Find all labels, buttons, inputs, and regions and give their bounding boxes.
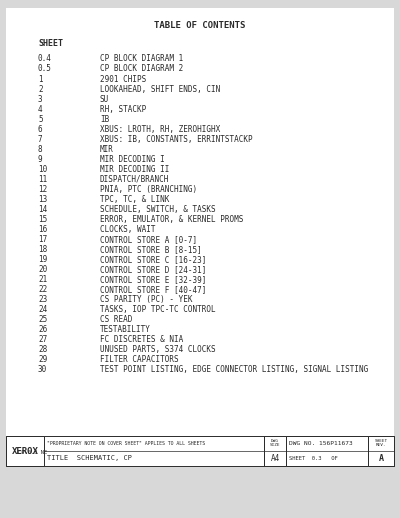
Text: ERROR, EMULATOR, & KERNEL PROMS: ERROR, EMULATOR, & KERNEL PROMS (100, 215, 243, 224)
Text: 30: 30 (38, 365, 47, 374)
Text: MIR: MIR (100, 145, 114, 154)
Text: MIR DECODING II: MIR DECODING II (100, 165, 169, 174)
Text: 27: 27 (38, 335, 47, 344)
Text: 6: 6 (38, 125, 43, 134)
Text: 25: 25 (38, 315, 47, 324)
Text: CONTROL STORE A [0-7]: CONTROL STORE A [0-7] (100, 235, 197, 244)
Text: CONTROL STORE B [8-15]: CONTROL STORE B [8-15] (100, 245, 202, 254)
Text: CP BLOCK DIAGRAM 2: CP BLOCK DIAGRAM 2 (100, 64, 183, 73)
Text: SU: SU (100, 95, 109, 104)
Text: 11: 11 (38, 175, 47, 184)
Text: 15: 15 (38, 215, 47, 224)
Text: 8: 8 (38, 145, 43, 154)
Text: SCHEDULE, SWITCH, & TASKS: SCHEDULE, SWITCH, & TASKS (100, 205, 216, 214)
Bar (368, 436, 394, 466)
Text: CP BLOCK DIAGRAM 1: CP BLOCK DIAGRAM 1 (100, 54, 183, 63)
Text: CLOCKS, WAIT: CLOCKS, WAIT (100, 225, 156, 234)
Text: 3: 3 (38, 95, 43, 104)
Text: CONTROL STORE D [24-31]: CONTROL STORE D [24-31] (100, 265, 206, 274)
Text: 10: 10 (38, 165, 47, 174)
Text: 26: 26 (38, 325, 47, 334)
Text: XEROX: XEROX (12, 447, 38, 455)
Text: TABLE OF CONTENTS: TABLE OF CONTENTS (154, 21, 246, 30)
Text: 17: 17 (38, 235, 47, 244)
Text: 4: 4 (38, 105, 43, 114)
Text: 12: 12 (38, 185, 47, 194)
Text: 21: 21 (38, 275, 47, 284)
Text: DWG NO. 156P11673: DWG NO. 156P11673 (289, 441, 353, 445)
Text: TEST POINT LISTING, EDGE CONNECTOR LISTING, SIGNAL LISTING: TEST POINT LISTING, EDGE CONNECTOR LISTI… (100, 365, 368, 374)
Text: 1: 1 (38, 75, 43, 84)
Text: 5: 5 (38, 115, 43, 124)
Text: 24: 24 (38, 305, 47, 314)
Text: CS READ: CS READ (100, 315, 132, 324)
Text: TESTABILITY: TESTABILITY (100, 325, 151, 334)
Text: XBUS: LROTH, RH, ZEROHIGHX: XBUS: LROTH, RH, ZEROHIGHX (100, 125, 220, 134)
Text: 13: 13 (38, 195, 47, 204)
Text: 14: 14 (38, 205, 47, 214)
Text: PNIA, PTC (BRANCHING): PNIA, PTC (BRANCHING) (100, 185, 197, 194)
Text: SHEET: SHEET (38, 39, 63, 48)
Text: 22: 22 (38, 285, 47, 294)
Text: SHEET
REV.: SHEET REV. (374, 439, 388, 448)
Text: 18: 18 (38, 245, 47, 254)
Text: TASKS, IOP TPC-TC CONTROL: TASKS, IOP TPC-TC CONTROL (100, 305, 216, 314)
Bar (6, 436, 44, 466)
Text: TPC, TC, & LINK: TPC, TC, & LINK (100, 195, 169, 204)
Text: SHEET  0.3   OF: SHEET 0.3 OF (289, 456, 338, 461)
Text: UNUSED PARTS, S374 CLOCKS: UNUSED PARTS, S374 CLOCKS (100, 345, 216, 354)
Text: RH, STACKP: RH, STACKP (100, 105, 146, 114)
Text: XBUS: IB, CONSTANTS, ERRINTSTACKP: XBUS: IB, CONSTANTS, ERRINTSTACKP (100, 135, 253, 144)
Text: 23: 23 (38, 295, 47, 304)
Text: 0.5: 0.5 (38, 64, 52, 73)
Text: CONTROL STORE E [32-39]: CONTROL STORE E [32-39] (100, 275, 206, 284)
Text: A: A (378, 454, 384, 463)
Text: DISPATCH/BRANCH: DISPATCH/BRANCH (100, 175, 169, 184)
Text: MIR DECODING I: MIR DECODING I (100, 155, 165, 164)
Text: 16: 16 (38, 225, 47, 234)
Text: DWG
SIZE: DWG SIZE (270, 439, 280, 448)
Text: 9: 9 (38, 155, 43, 164)
Text: CP-0.3 NE: CP-0.3 NE (18, 450, 47, 455)
Text: CONTROL STORE C [16-23]: CONTROL STORE C [16-23] (100, 255, 206, 264)
Text: CS PARITY (PC) - YEK: CS PARITY (PC) - YEK (100, 295, 192, 304)
Text: 29: 29 (38, 355, 47, 364)
Text: IB: IB (100, 115, 109, 124)
Text: LOOKAHEAD, SHIFT ENDS, CIN: LOOKAHEAD, SHIFT ENDS, CIN (100, 85, 220, 94)
Bar (286, 436, 368, 466)
Text: A4: A4 (270, 454, 280, 463)
Text: 19: 19 (38, 255, 47, 264)
Text: FC DISCRETES & NIA: FC DISCRETES & NIA (100, 335, 183, 344)
Text: TITLE  SCHEMATIC, CP: TITLE SCHEMATIC, CP (47, 455, 132, 461)
Text: 28: 28 (38, 345, 47, 354)
Text: CONTROL STORE F [40-47]: CONTROL STORE F [40-47] (100, 285, 206, 294)
Text: FILTER CAPACITORS: FILTER CAPACITORS (100, 355, 179, 364)
Text: 7: 7 (38, 135, 43, 144)
Text: "PROPRIETARY NOTE ON COVER SHEET" APPLIES TO ALL SHEETS: "PROPRIETARY NOTE ON COVER SHEET" APPLIE… (47, 441, 205, 445)
Bar (6, 436, 394, 466)
Bar (6, 8, 394, 466)
Text: 0.4: 0.4 (38, 54, 52, 63)
Text: 2: 2 (38, 85, 43, 94)
Text: 20: 20 (38, 265, 47, 274)
Text: 2901 CHIPS: 2901 CHIPS (100, 75, 146, 84)
Bar (264, 436, 286, 466)
